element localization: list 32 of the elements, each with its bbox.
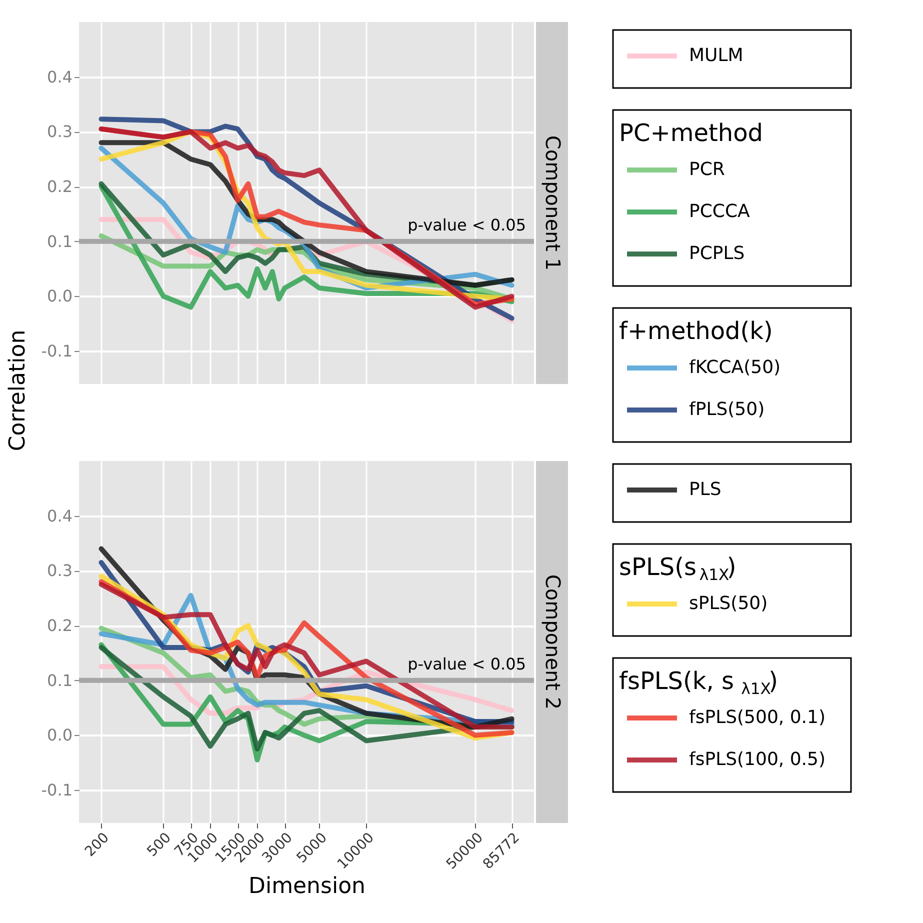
y-tick-label: 0.3 xyxy=(47,122,72,142)
text: Component 1 xyxy=(541,135,565,271)
legend-label: fsPLS(500, 0.1) xyxy=(689,707,826,728)
ref-line-label: p-value < 0.05 xyxy=(408,215,526,234)
text: f+method(k) xyxy=(619,317,773,345)
y-tick-label: -0.1 xyxy=(41,342,72,361)
legend-label: sPLS(50) xyxy=(689,593,768,614)
ref-line-label: p-value < 0.05 xyxy=(408,654,526,674)
y-tick-label: 0.4 xyxy=(47,506,72,526)
y-tick-label: 0.2 xyxy=(47,177,72,196)
y-tick-label: 0.4 xyxy=(47,67,72,86)
y-tick-label: 0.0 xyxy=(47,726,72,745)
legend-label: PLS xyxy=(689,479,722,500)
x-axis-title: Dimension xyxy=(248,874,366,899)
legend-label: fsPLS(100, 0.5) xyxy=(689,749,826,770)
text: Component 2 xyxy=(541,574,565,710)
y-axis-title: Correlation xyxy=(5,330,30,452)
legend-label: fKCCA(50) xyxy=(689,357,781,378)
legend-label: PCPLS xyxy=(689,243,745,264)
y-tick-label: -0.1 xyxy=(41,780,72,800)
legend-label: PCCCA xyxy=(689,201,751,222)
x-tick-label: 500 xyxy=(144,830,174,860)
x-tick-label: 200 xyxy=(82,830,112,860)
text: PC+method xyxy=(619,119,764,147)
legend-label: fPLS(50) xyxy=(689,399,765,420)
y-tick-label: 0.1 xyxy=(47,670,72,690)
y-tick-label: 0.1 xyxy=(47,232,72,251)
legend-label: PCR xyxy=(689,159,725,180)
y-tick-label: 0.3 xyxy=(47,561,72,580)
y-tick-label: 0.0 xyxy=(47,286,72,306)
legend-label: MULM xyxy=(689,45,744,66)
y-tick-label: 0.2 xyxy=(47,616,72,636)
